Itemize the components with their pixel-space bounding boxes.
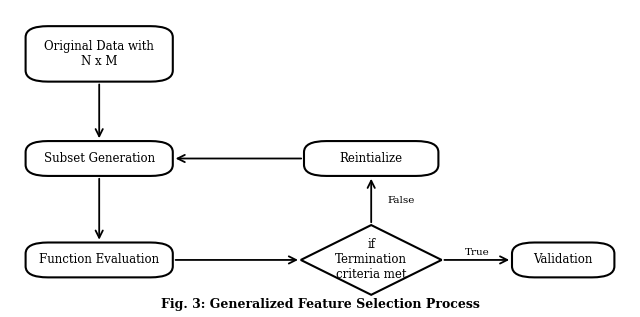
FancyBboxPatch shape (26, 243, 173, 277)
Text: if
Termination
criteria met: if Termination criteria met (335, 238, 407, 281)
FancyBboxPatch shape (26, 26, 173, 82)
Text: True: True (465, 249, 489, 257)
FancyBboxPatch shape (26, 141, 173, 176)
Text: Reintialize: Reintialize (340, 152, 403, 165)
FancyBboxPatch shape (304, 141, 438, 176)
Polygon shape (301, 225, 442, 295)
Text: Fig. 3: Generalized Feature Selection Process: Fig. 3: Generalized Feature Selection Pr… (161, 298, 479, 311)
Text: False: False (387, 196, 415, 205)
Text: Subset Generation: Subset Generation (44, 152, 155, 165)
FancyBboxPatch shape (512, 243, 614, 277)
Text: Function Evaluation: Function Evaluation (39, 253, 159, 267)
Text: Original Data with
N x M: Original Data with N x M (44, 40, 154, 68)
Text: Validation: Validation (534, 253, 593, 267)
